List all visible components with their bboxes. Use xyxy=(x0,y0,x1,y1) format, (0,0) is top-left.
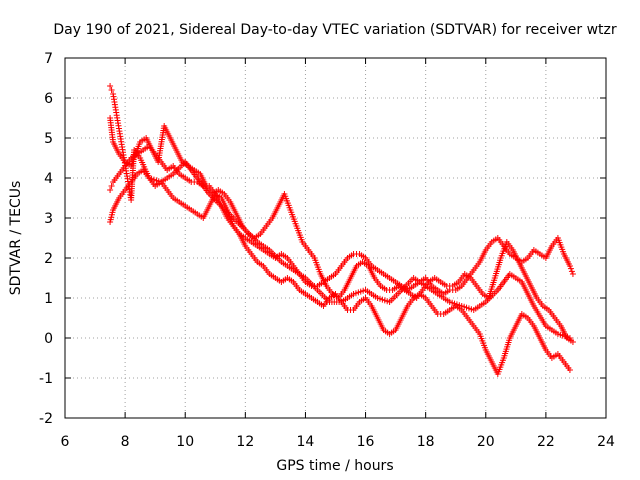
plot-frame xyxy=(64,57,607,419)
y-tick-label: 4 xyxy=(44,171,53,187)
data-points xyxy=(107,83,576,377)
data-point xyxy=(567,265,574,272)
series-track-3 xyxy=(107,167,573,377)
x-tick-label: 20 xyxy=(477,434,495,450)
data-point xyxy=(566,367,573,373)
data-point xyxy=(107,83,114,89)
y-axis-label: SDTVAR / TECUs xyxy=(8,181,24,296)
y-tick-label: 2 xyxy=(44,251,53,267)
y-tick-label: 6 xyxy=(44,91,53,107)
series-track-4 xyxy=(107,83,573,341)
data-point xyxy=(569,339,576,345)
y-tick-label: 0 xyxy=(44,331,53,347)
x-tick-label: 24 xyxy=(597,434,615,450)
x-tick-label: 12 xyxy=(236,434,254,450)
x-tick-label: 22 xyxy=(537,434,555,450)
y-tick-label: 1 xyxy=(44,291,53,307)
x-tick-label: 6 xyxy=(61,434,70,450)
data-point xyxy=(569,271,576,277)
chart-title: Day 190 of 2021, Sidereal Day-to-day VTE… xyxy=(53,22,617,38)
x-tick-label: 18 xyxy=(417,434,435,450)
y-tick-label: -2 xyxy=(39,411,53,427)
y-tick-label: 5 xyxy=(44,131,53,147)
x-tick-label: 16 xyxy=(357,434,375,450)
data-point xyxy=(108,87,115,93)
x-tick-label: 8 xyxy=(121,434,130,450)
data-point xyxy=(108,183,115,189)
data-point xyxy=(568,268,575,275)
y-tick-label: -1 xyxy=(39,371,53,387)
data-point xyxy=(566,263,573,269)
x-axis-label: GPS time / hours xyxy=(276,458,393,474)
y-tick-label: 7 xyxy=(44,51,53,67)
data-point xyxy=(566,335,573,341)
x-tick-label: 10 xyxy=(176,434,194,450)
data-point xyxy=(107,187,114,193)
x-tick-label: 14 xyxy=(297,434,315,450)
y-tick-label: 3 xyxy=(44,211,53,227)
